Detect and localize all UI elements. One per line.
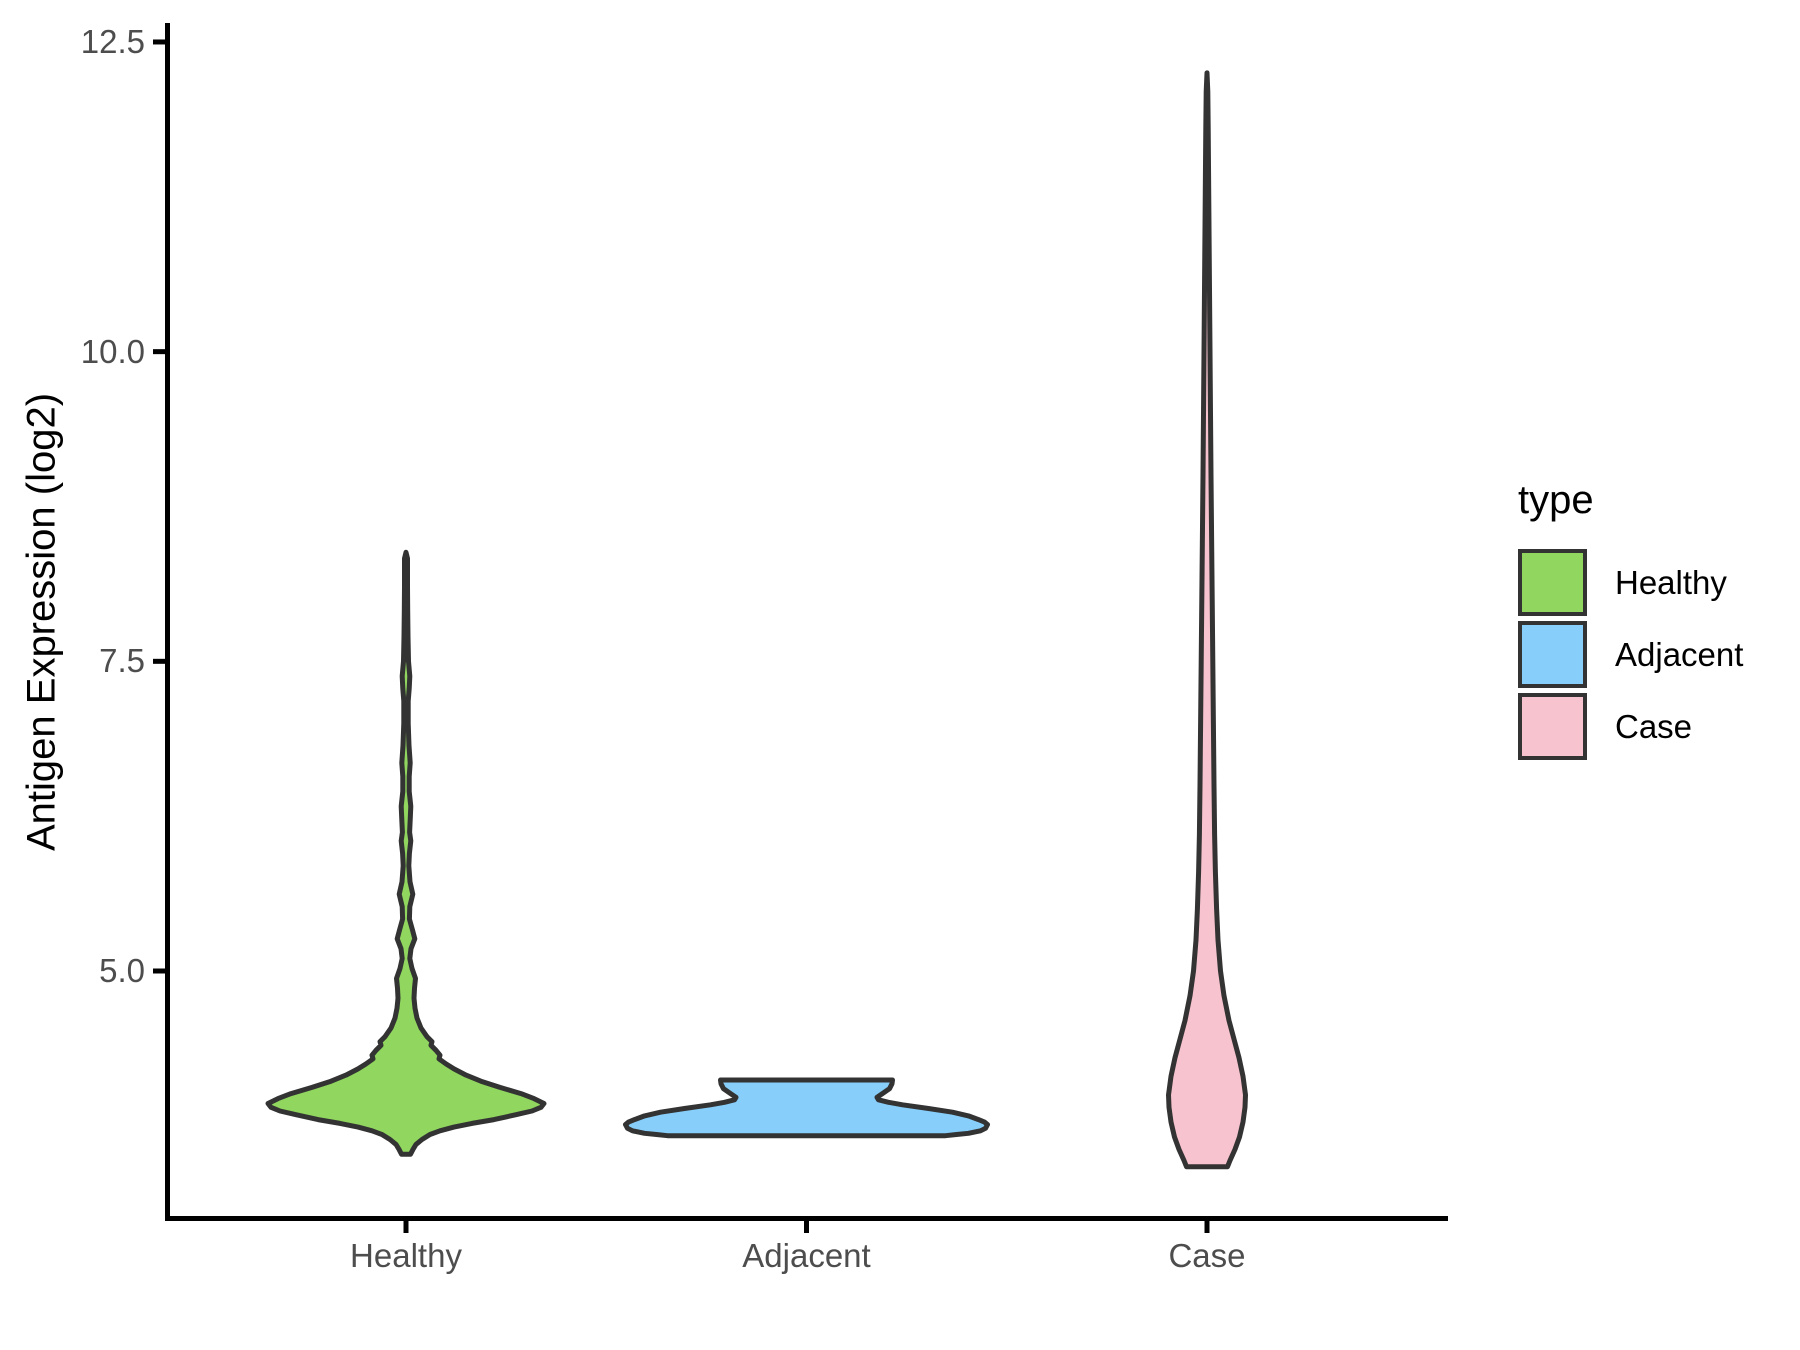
legend-item-case: Case	[1518, 693, 1788, 760]
legend-title: type	[1518, 478, 1594, 522]
legend-items: Healthy Adjacent Case	[1518, 549, 1788, 760]
legend-item-healthy: Healthy	[1518, 549, 1788, 616]
y-tick-label-7-5: 7.5	[99, 642, 145, 680]
healthy-swatch-icon	[1518, 549, 1587, 616]
legend-label-adjacent: Adjacent	[1615, 635, 1744, 673]
x-tick-mark-0	[403, 1221, 409, 1233]
legend-label-case: Case	[1615, 707, 1693, 745]
x-axis-line	[165, 1216, 1448, 1221]
x-tick-mark-2	[1204, 1221, 1210, 1233]
x-tick-mark-1	[804, 1221, 809, 1233]
violin-adjacent	[623, 1077, 990, 1139]
legend: type Healthy Adjacent Case	[1518, 478, 1788, 760]
legend-item-adjacent: Adjacent	[1518, 621, 1788, 688]
y-tick-mark-1	[153, 349, 165, 355]
x-tick-label-healthy: Healthy	[350, 1237, 462, 1274]
y-tick-mark-0	[153, 39, 165, 45]
case-swatch-icon	[1518, 693, 1587, 760]
legend-label-healthy: Healthy	[1615, 563, 1727, 601]
y-axis-title: Antigen Expression (log2)	[19, 392, 64, 852]
y-tick-mark-3	[153, 968, 165, 974]
y-tick-label-5-0: 5.0	[99, 952, 145, 989]
y-tick-label-10-0: 10.0	[80, 332, 145, 370]
x-tick-label-adjacent: Adjacent	[742, 1237, 871, 1274]
violin-healthy	[265, 549, 547, 1157]
adjacent-swatch-icon	[1518, 621, 1587, 688]
y-tick-label-12-5: 12.5	[80, 22, 145, 60]
violin-case	[1166, 70, 1248, 1170]
x-tick-label-case: Case	[1168, 1237, 1246, 1274]
y-axis-line	[165, 23, 170, 1221]
y-tick-mark-2	[153, 658, 165, 664]
